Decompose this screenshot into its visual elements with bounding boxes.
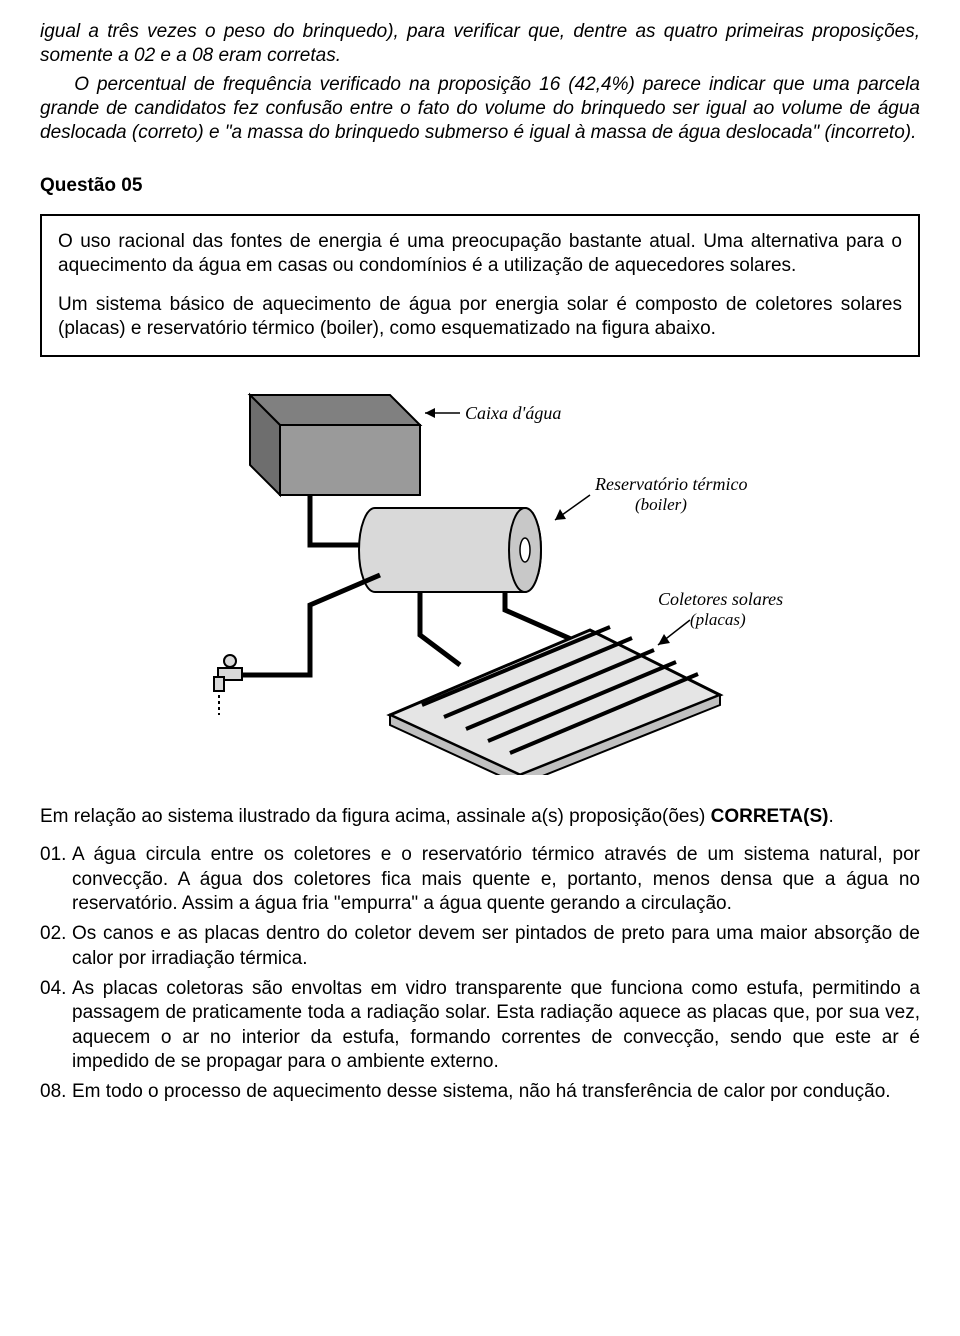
label-boiler-text-1: Reservatório térmico — [594, 474, 747, 494]
proposition-08: 08. Em todo o processo de aquecimento de… — [40, 1080, 920, 1104]
label-boiler-text-2: (boiler) — [635, 495, 687, 514]
prompt-b: CORRETA(S) — [711, 806, 829, 827]
proposition-01: 01. A água circula entre os coletores e … — [40, 843, 920, 916]
label-panel-text-1: Coletores solares — [658, 589, 783, 609]
label-panel-text-2: (placas) — [690, 610, 746, 629]
prompt-c: . — [828, 806, 833, 827]
water-tank-icon — [250, 395, 420, 495]
proposition-text: As placas coletoras são envoltas em vidr… — [72, 977, 920, 1074]
boiler-icon — [359, 508, 541, 592]
box-paragraph-1: O uso racional das fontes de energia é u… — [58, 230, 902, 279]
proposition-number: 02. — [40, 922, 72, 971]
question-box: O uso racional das fontes de energia é u… — [40, 214, 920, 357]
intro-paragraph-2: O percentual de frequência verificado na… — [40, 73, 920, 146]
prompt-a: Em relação ao sistema ilustrado da figur… — [40, 806, 711, 827]
question-title: Questão 05 — [40, 174, 920, 198]
box-paragraph-2: Um sistema básico de aquecimento de água… — [58, 293, 902, 342]
label-panel: Coletores solares (placas) — [658, 589, 783, 645]
label-caixa-text: Caixa d'água — [465, 403, 561, 423]
proposition-number: 04. — [40, 977, 72, 1074]
intro-paragraph-1: igual a três vezes o peso do brinquedo),… — [40, 20, 920, 69]
solar-heater-diagram: Caixa d'água Reservatório térmico (boile… — [160, 375, 800, 775]
proposition-number: 08. — [40, 1080, 72, 1104]
pipe-icon — [240, 575, 380, 675]
prompt: Em relação ao sistema ilustrado da figur… — [40, 805, 920, 829]
proposition-02: 02. Os canos e as placas dentro do colet… — [40, 922, 920, 971]
proposition-text: Os canos e as placas dentro do coletor d… — [72, 922, 920, 971]
figure-wrap: Caixa d'água Reservatório térmico (boile… — [40, 375, 920, 775]
proposition-04: 04. As placas coletoras são envoltas em … — [40, 977, 920, 1074]
proposition-number: 01. — [40, 843, 72, 916]
label-caixa: Caixa d'água — [425, 403, 561, 423]
pipe-icon — [420, 592, 460, 665]
faucet-icon — [214, 655, 242, 715]
label-boiler: Reservatório térmico (boiler) — [555, 474, 747, 520]
proposition-text: Em todo o processo de aquecimento desse … — [72, 1080, 920, 1104]
proposition-text: A água circula entre os coletores e o re… — [72, 843, 920, 916]
